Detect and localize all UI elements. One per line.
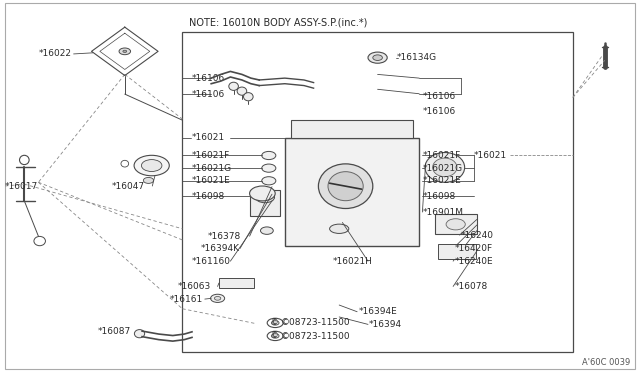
Text: A'60C 0039: A'60C 0039	[582, 358, 630, 367]
Text: *16106: *16106	[422, 107, 456, 116]
Ellipse shape	[121, 160, 129, 167]
Bar	[291, 120, 413, 138]
Text: *16021: *16021	[192, 133, 225, 142]
Ellipse shape	[262, 177, 276, 185]
Text: *16098: *16098	[192, 192, 225, 201]
Text: *16240: *16240	[461, 231, 494, 240]
Text: *16134G: *16134G	[397, 53, 437, 62]
Ellipse shape	[328, 171, 364, 201]
Ellipse shape	[19, 155, 29, 165]
Text: *16240E: *16240E	[454, 257, 493, 266]
Ellipse shape	[268, 331, 283, 341]
Ellipse shape	[34, 237, 45, 246]
Ellipse shape	[403, 192, 417, 201]
Bar	[285, 138, 419, 246]
Bar	[438, 244, 476, 259]
Text: *16021G: *16021G	[192, 164, 232, 173]
Text: *16021G: *16021G	[422, 164, 463, 173]
Ellipse shape	[229, 82, 239, 90]
Ellipse shape	[403, 164, 417, 172]
Text: *16394K: *16394K	[200, 244, 239, 253]
Text: *16021F: *16021F	[192, 151, 230, 160]
Text: *16901M: *16901M	[422, 208, 463, 217]
Text: *16098: *16098	[422, 192, 456, 201]
Text: *16106: *16106	[192, 90, 225, 99]
Ellipse shape	[372, 55, 383, 61]
Text: *16047: *16047	[112, 182, 145, 190]
Ellipse shape	[403, 151, 417, 160]
Ellipse shape	[319, 164, 372, 208]
Ellipse shape	[271, 321, 279, 325]
Ellipse shape	[262, 192, 276, 201]
Text: *16394: *16394	[369, 320, 402, 329]
Text: *16106: *16106	[422, 92, 456, 101]
Ellipse shape	[250, 186, 275, 201]
Ellipse shape	[214, 296, 221, 300]
Ellipse shape	[134, 330, 145, 338]
Ellipse shape	[237, 87, 247, 95]
Ellipse shape	[271, 334, 279, 338]
Ellipse shape	[262, 151, 276, 160]
Ellipse shape	[141, 160, 162, 171]
Bar	[250, 190, 280, 216]
Ellipse shape	[368, 52, 387, 63]
Ellipse shape	[255, 192, 275, 203]
Text: ©: ©	[271, 331, 279, 340]
Text: *161160: *161160	[192, 257, 231, 266]
Ellipse shape	[243, 93, 253, 101]
Ellipse shape	[433, 158, 457, 177]
Ellipse shape	[446, 219, 465, 230]
Text: *16021H: *16021H	[333, 257, 372, 266]
Ellipse shape	[260, 227, 273, 234]
Text: NOTE: 16010N BODY ASSY-S.P.(inc.*): NOTE: 16010N BODY ASSY-S.P.(inc.*)	[189, 17, 367, 27]
Text: *16394E: *16394E	[358, 307, 397, 316]
Text: ©: ©	[271, 318, 279, 327]
Text: *16161: *16161	[170, 295, 203, 304]
Ellipse shape	[330, 224, 349, 234]
Text: *16022: *16022	[38, 49, 72, 58]
Ellipse shape	[211, 294, 225, 302]
Ellipse shape	[262, 164, 276, 172]
Bar	[182, 32, 573, 352]
Text: ©08723-11500: ©08723-11500	[280, 318, 350, 327]
Ellipse shape	[268, 318, 283, 328]
Text: *16021E: *16021E	[192, 176, 231, 185]
Text: *16378: *16378	[208, 232, 241, 241]
Text: *16017: *16017	[5, 182, 38, 190]
Text: *16063: *16063	[178, 282, 211, 291]
Ellipse shape	[119, 48, 131, 55]
Text: *16021: *16021	[474, 151, 507, 160]
Ellipse shape	[134, 155, 169, 176]
Bar	[435, 214, 477, 234]
Text: *16087: *16087	[97, 327, 131, 336]
Ellipse shape	[143, 177, 154, 183]
Ellipse shape	[425, 153, 465, 182]
Text: *16021F: *16021F	[422, 151, 461, 160]
Bar	[219, 278, 254, 288]
Ellipse shape	[123, 50, 127, 52]
Text: ©08723-11500: ©08723-11500	[280, 332, 350, 341]
Text: *16420F: *16420F	[454, 244, 493, 253]
Text: *16106: *16106	[192, 74, 225, 83]
Text: *16021E: *16021E	[422, 176, 461, 185]
Ellipse shape	[403, 177, 417, 185]
Text: *16078: *16078	[454, 282, 488, 291]
